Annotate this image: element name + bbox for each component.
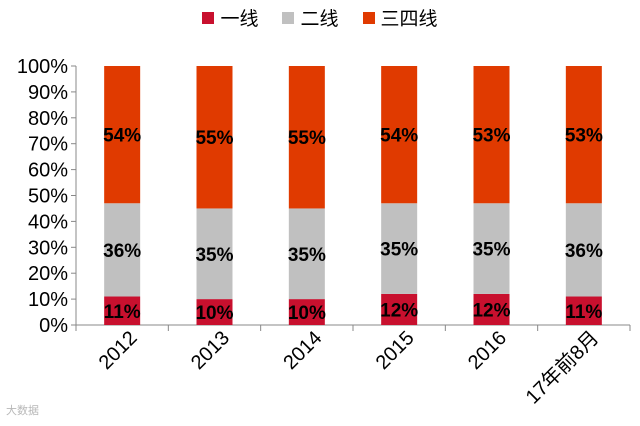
bar-1-5 (565, 203, 602, 297)
y-tick-label-3: 30% (28, 237, 68, 259)
bar-2-3 (381, 66, 418, 204)
bar-0-5 (565, 296, 602, 325)
bar-1-1 (196, 208, 233, 300)
data-label-2-3: 54% (380, 126, 418, 147)
x-tick-label-2: 2014 (279, 327, 326, 374)
data-label-0-2: 10% (288, 303, 326, 324)
y-tick-label-0: 0% (39, 315, 68, 337)
bar-2-2 (288, 66, 325, 209)
data-label-0-3: 12% (380, 300, 418, 321)
bar-2-4 (473, 66, 510, 204)
data-label-0-5: 11% (565, 302, 602, 323)
bar-0-2 (288, 299, 325, 325)
bar-0-0 (104, 296, 141, 325)
y-tick-label-10: 100% (17, 56, 68, 78)
y-tick-label-5: 50% (28, 186, 68, 208)
bar-2-0 (104, 66, 141, 204)
bar-2-1 (196, 66, 233, 209)
data-label-2-2: 55% (288, 128, 326, 149)
watermark-text: 大数据 (6, 404, 39, 417)
bar-0-4 (473, 293, 510, 325)
data-label-1-4: 35% (472, 240, 510, 261)
data-label-2-1: 55% (195, 128, 233, 149)
x-tick-label-4: 2016 (464, 327, 511, 374)
bar-2-5 (565, 66, 602, 204)
bar-0-1 (196, 299, 233, 325)
x-tick-label-5: 17年前8月 (521, 326, 603, 408)
legend-label-tier1: 一线 (220, 8, 259, 30)
legend-swatch-tier1 (202, 11, 215, 24)
legend: 一线 二线 三四线 (0, 4, 640, 31)
legend-label-tier34: 三四线 (380, 8, 438, 30)
legend-item-tier1: 一线 (202, 4, 258, 31)
watermark: 大数据 (6, 402, 39, 418)
bar-1-3 (381, 203, 418, 294)
y-tick-label-4: 40% (28, 211, 68, 233)
bar-1-4 (473, 203, 510, 294)
data-label-2-5: 53% (565, 126, 603, 147)
data-label-1-1: 35% (195, 245, 233, 266)
y-tick-label-7: 70% (28, 134, 68, 156)
data-label-0-1: 10% (195, 303, 233, 324)
data-label-2-0: 54% (103, 126, 141, 147)
y-tick-label-2: 20% (28, 263, 68, 285)
data-label-1-5: 36% (565, 241, 603, 262)
data-label-2-4: 53% (472, 126, 510, 147)
legend-swatch-tier34 (362, 11, 375, 24)
bar-1-0 (104, 203, 141, 297)
data-label-0-0: 11% (104, 302, 141, 323)
y-tick-label-8: 80% (28, 108, 68, 130)
data-label-1-3: 35% (380, 240, 418, 261)
y-tick-label-9: 90% (28, 82, 68, 104)
y-tick-label-1: 10% (28, 289, 68, 311)
bar-1-2 (288, 208, 325, 300)
legend-swatch-tier2 (282, 11, 295, 24)
y-tick-label-6: 60% (28, 160, 68, 182)
x-tick-label-1: 2013 (187, 327, 234, 374)
x-tick-label-3: 2015 (372, 327, 419, 374)
legend-label-tier2: 二线 (300, 8, 339, 30)
x-tick-label-0: 2012 (95, 327, 142, 374)
bar-0-3 (381, 293, 418, 325)
legend-item-tier34: 三四线 (362, 4, 438, 31)
data-label-0-4: 12% (472, 300, 510, 321)
data-label-1-2: 35% (288, 245, 326, 266)
legend-item-tier2: 二线 (282, 4, 339, 31)
data-label-1-0: 36% (103, 241, 141, 262)
